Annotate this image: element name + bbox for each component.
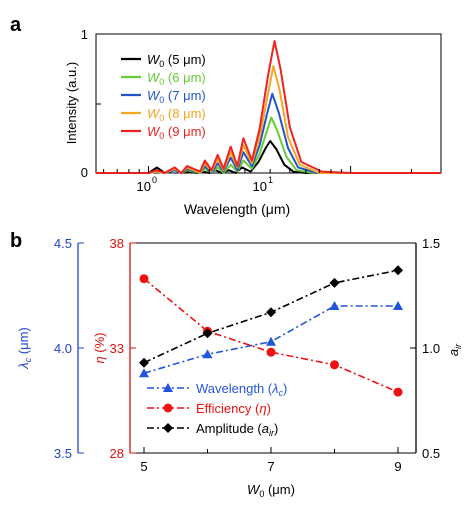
triangle-marker <box>139 368 149 378</box>
diamond-marker-icon <box>163 423 173 433</box>
triangle-marker <box>202 349 213 359</box>
b-amp-axis-label: air <box>446 343 463 356</box>
circle-marker <box>139 274 149 284</box>
spectrum-line-9 <box>96 40 441 174</box>
circle-marker <box>393 387 403 397</box>
a-xtick-label-exp-0: 0 <box>152 175 157 185</box>
b-eff-axis-label: η (%) <box>92 332 107 363</box>
b-wl-axis-label: λc (μm) <box>16 327 33 370</box>
a-legend-label: W0 (6 μm) <box>147 70 206 87</box>
a-ylabel: Intensity (a.u.) <box>64 62 79 144</box>
b-wl-tick-label: 4.5 <box>54 236 72 251</box>
a-xlabel: Wavelength (μm) <box>184 201 290 217</box>
b-legend-item-amplitude: Amplitude (air) <box>147 421 278 438</box>
spectrum-line-8 <box>96 65 441 174</box>
b-amp-tick-label: 1.0 <box>422 341 440 356</box>
diamond-marker <box>266 307 276 318</box>
b-legend-item-wavelength: Wavelength (λc) <box>147 381 287 398</box>
a-legend-item-6: W0 (6 μm) <box>121 70 206 87</box>
spectrum-line-7 <box>96 92 441 174</box>
a-legend-item-9: W0 (9 μm) <box>121 124 206 141</box>
a-xtick-label-base-0: 10 <box>137 179 151 194</box>
a-xtick-label-base-1: 10 <box>253 179 267 194</box>
diamond-marker <box>139 357 149 368</box>
panel-a: 1 0 10 0 10 1 Wavelength (μm) Intensity … <box>64 27 442 217</box>
panel-b-label: b <box>10 230 22 252</box>
triangle-marker <box>266 336 276 346</box>
b-eff-tick-label: 33 <box>110 341 124 356</box>
b-xlabel: W0 (μm) <box>247 482 295 499</box>
b-legend-item-efficiency: Efficiency (η) <box>147 401 271 416</box>
a-legend-label: W0 (5 μm) <box>147 52 206 69</box>
a-ytick-label-1: 1 <box>81 27 88 42</box>
circle-marker-icon <box>163 403 173 413</box>
panel-a-xticks <box>103 166 412 173</box>
panel-a-curves <box>96 40 441 174</box>
a-legend-label: W0 (7 μm) <box>147 88 206 105</box>
circle-marker <box>266 347 276 357</box>
a-legend-item-5: W0 (5 μm) <box>121 52 206 69</box>
triangle-marker <box>329 301 340 310</box>
a-ytick-label-0: 0 <box>81 165 88 180</box>
b-amp-tick-label: 0.5 <box>422 446 440 461</box>
b-xtick-label-7: 7 <box>267 459 274 474</box>
b-wl-tick-label: 3.5 <box>54 446 72 461</box>
b-wl-tick-label: 4.0 <box>54 341 72 356</box>
b-xtick-label-5: 5 <box>140 459 147 474</box>
a-xtick-label-exp-1: 1 <box>268 175 273 185</box>
panel-a-legend: W0 (5 μm) W0 (6 μm) W0 (7 μm) W0 (8 μm) … <box>121 52 206 141</box>
b-amp-tick-label: 1.5 <box>422 236 440 251</box>
panel-b-legend: Wavelength (λc) Efficiency (η) Amplitude… <box>147 381 287 438</box>
circle-series-line <box>143 278 399 393</box>
b-eff-tick-label: 38 <box>110 236 124 251</box>
panel-a-label: a <box>10 14 22 36</box>
a-legend-item-8: W0 (8 μm) <box>121 106 206 123</box>
a-legend-label: W0 (9 μm) <box>147 124 206 141</box>
a-legend-label: W0 (8 μm) <box>147 106 206 123</box>
a-legend-item-7: W0 (7 μm) <box>121 88 206 105</box>
b-legend-label: Wavelength (λc) <box>196 381 287 398</box>
b-legend-label: Efficiency (η) <box>196 401 271 416</box>
diamond-marker <box>393 265 403 276</box>
triangle-marker-icon <box>163 383 173 392</box>
panel-b: 5 7 9 W0 (μm) 4.5 4.0 3.5 λc (μm) 38 33 … <box>16 236 463 499</box>
b-legend-label: Amplitude (air) <box>196 421 278 438</box>
b-xtick-label-9: 9 <box>394 459 401 474</box>
triangle-marker <box>393 301 403 310</box>
diamond-marker <box>202 328 213 339</box>
spectrum-line-5 <box>96 140 441 174</box>
b-eff-tick-label: 28 <box>110 446 124 461</box>
diamond-marker <box>329 277 340 288</box>
panel-b-series <box>139 265 403 397</box>
circle-marker <box>330 360 339 370</box>
